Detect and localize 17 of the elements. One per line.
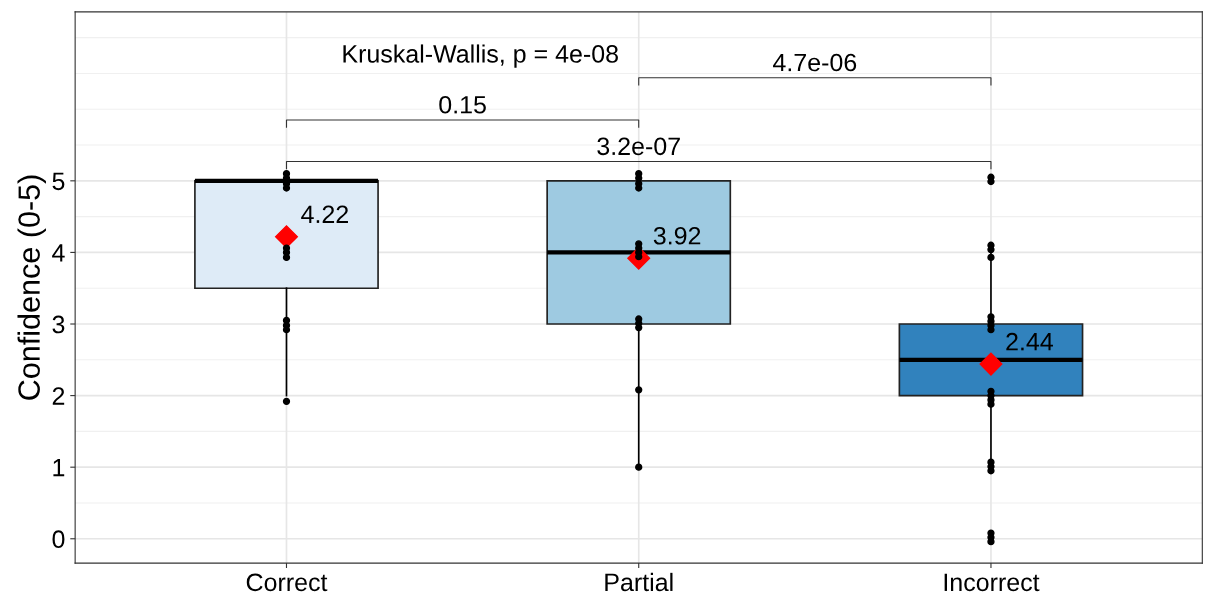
annotation: 3.92 bbox=[653, 226, 701, 245]
x-tick-label: Incorrect bbox=[944, 573, 1040, 592]
y-tick-label: 1 bbox=[53, 459, 65, 477]
y-tick-label: 5 bbox=[52, 172, 65, 191]
y-axis-title: Confidence (0-5) bbox=[17, 175, 46, 400]
x-tick-label: Partial bbox=[605, 572, 673, 592]
annotation: 4.7e-06 bbox=[773, 53, 857, 72]
annotation: 2.44 bbox=[1006, 332, 1053, 351]
y-tick-label: 4 bbox=[52, 244, 65, 262]
annotation: 0.15 bbox=[439, 95, 486, 114]
y-tick-label: 0 bbox=[52, 530, 65, 549]
x-tick-label: Correct bbox=[246, 573, 328, 592]
annotation: Kruskal-Wallis, p = 4e-08 bbox=[343, 44, 618, 68]
y-tick-label: 3 bbox=[52, 315, 65, 334]
annotation: 4.22 bbox=[301, 205, 348, 223]
y-tick-label: 2 bbox=[52, 387, 65, 405]
annotation: 3.2e-07 bbox=[597, 137, 680, 156]
